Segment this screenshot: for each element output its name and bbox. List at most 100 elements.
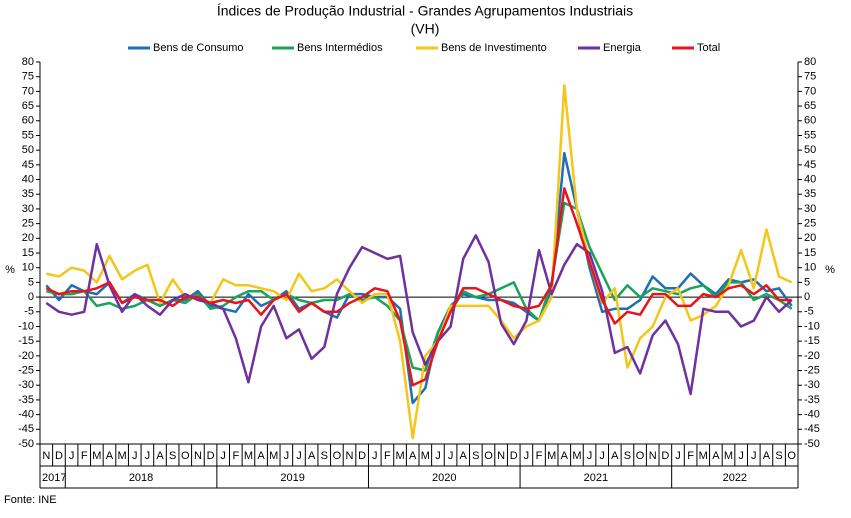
x-tick-label: J: [435, 450, 441, 462]
y-tick-label: 65: [22, 100, 34, 112]
y-tick-label: 20: [22, 232, 34, 244]
x-tick-label: S: [624, 450, 631, 462]
y-tick-label: -20: [18, 350, 34, 362]
chart-title: Índices de Produção Industrial - Grandes…: [217, 3, 633, 19]
x-tick-label: J: [751, 450, 757, 462]
year-label: 2021: [584, 472, 608, 484]
y2-tick-label: 20: [804, 232, 816, 244]
y2-tick-label: 50: [804, 144, 816, 156]
y2-tick-label: -35: [804, 394, 820, 406]
y2-tick-label: 70: [804, 85, 816, 97]
y2-tick-label: -25: [804, 364, 820, 376]
x-tick-label: S: [321, 450, 328, 462]
y2-tick-label: 80: [804, 56, 816, 68]
y-tick-label: -35: [18, 394, 34, 406]
x-tick-label: J: [284, 450, 290, 462]
x-tick-label: F: [687, 450, 694, 462]
x-tick-label: A: [561, 450, 569, 462]
x-tick-label: S: [169, 450, 176, 462]
x-tick-label: M: [572, 450, 581, 462]
x-tick-label: J: [524, 450, 530, 462]
series-line: [45, 151, 793, 405]
y2-tick-label: 45: [804, 159, 816, 171]
y2-tick-label: 75: [804, 71, 816, 83]
y-tick-label: 55: [22, 129, 34, 141]
y2-axis-label: %: [825, 264, 835, 276]
legend-label: Bens de Investimento: [441, 42, 547, 54]
y-tick-label: 10: [22, 262, 34, 274]
y-axis-label: %: [5, 264, 15, 276]
y-tick-label: 35: [22, 188, 34, 200]
series-line: [46, 84, 793, 440]
x-tick-label: J: [587, 450, 593, 462]
y-tick-label: 45: [22, 159, 34, 171]
x-tick-label: M: [92, 450, 101, 462]
y-tick-label: -50: [18, 438, 34, 450]
y-tick-label: 60: [22, 115, 34, 127]
y2-tick-label: 30: [804, 203, 816, 215]
legend-label: Energia: [603, 42, 642, 54]
y2-tick-label: -50: [804, 438, 820, 450]
y2-tick-label: -45: [804, 423, 820, 435]
y-tick-label: 75: [22, 71, 34, 83]
y-tick-label: -30: [18, 379, 34, 391]
x-tick-label: F: [536, 450, 543, 462]
year-label: 2017: [42, 472, 66, 484]
x-tick-label: J: [145, 450, 151, 462]
x-tick-label: J: [599, 450, 605, 462]
x-tick-label: A: [460, 450, 468, 462]
x-tick-label: F: [384, 450, 391, 462]
x-tick-label: J: [675, 450, 681, 462]
x-tick-label: A: [611, 450, 619, 462]
x-tick-label: N: [649, 450, 657, 462]
y-tick-label: -5: [24, 306, 34, 318]
x-tick-label: M: [421, 450, 430, 462]
y2-tick-label: 10: [804, 262, 816, 274]
x-tick-label: O: [484, 450, 493, 462]
y2-tick-label: 25: [804, 218, 816, 230]
y2-tick-label: 15: [804, 247, 816, 259]
x-tick-label: D: [207, 450, 215, 462]
x-tick-label: S: [472, 450, 479, 462]
x-tick-label: J: [69, 450, 75, 462]
x-tick-label: J: [220, 450, 226, 462]
x-tick-label: M: [244, 450, 253, 462]
x-tick-label: O: [181, 450, 190, 462]
y-tick-label: 25: [22, 218, 34, 230]
y-tick-label: -40: [18, 409, 34, 421]
x-tick-label: J: [132, 450, 138, 462]
x-tick-label: D: [55, 450, 63, 462]
x-tick-label: M: [269, 450, 278, 462]
y2-tick-label: 65: [804, 100, 816, 112]
year-label: 2018: [129, 472, 153, 484]
y2-tick-label: 60: [804, 115, 816, 127]
x-tick-label: O: [333, 450, 342, 462]
y2-tick-label: 35: [804, 188, 816, 200]
series-line: [45, 187, 792, 387]
legend-label: Bens Intermédios: [297, 42, 383, 54]
x-tick-label: A: [409, 450, 417, 462]
y-tick-label: 70: [22, 85, 34, 97]
y2-tick-label: 55: [804, 129, 816, 141]
y-tick-label: -15: [18, 335, 34, 347]
y2-tick-label: -40: [804, 409, 820, 421]
y2-tick-label: -20: [804, 350, 820, 362]
y-tick-label: 40: [22, 173, 34, 185]
series-line: [45, 234, 793, 396]
y2-tick-label: -5: [804, 306, 814, 318]
legend-label: Total: [697, 42, 720, 54]
x-tick-label: J: [738, 450, 744, 462]
x-tick-label: F: [81, 450, 88, 462]
x-tick-label: M: [547, 450, 556, 462]
y-tick-label: -25: [18, 364, 34, 376]
year-label: 2022: [723, 472, 747, 484]
x-tick-label: A: [106, 450, 114, 462]
x-tick-label: M: [724, 450, 733, 462]
x-tick-label: A: [763, 450, 771, 462]
y-tick-label: 30: [22, 203, 34, 215]
x-tick-label: D: [358, 450, 366, 462]
x-tick-label: J: [296, 450, 302, 462]
chart-subtitle: (VH): [411, 21, 440, 37]
legend-label: Bens de Consumo: [153, 42, 244, 54]
